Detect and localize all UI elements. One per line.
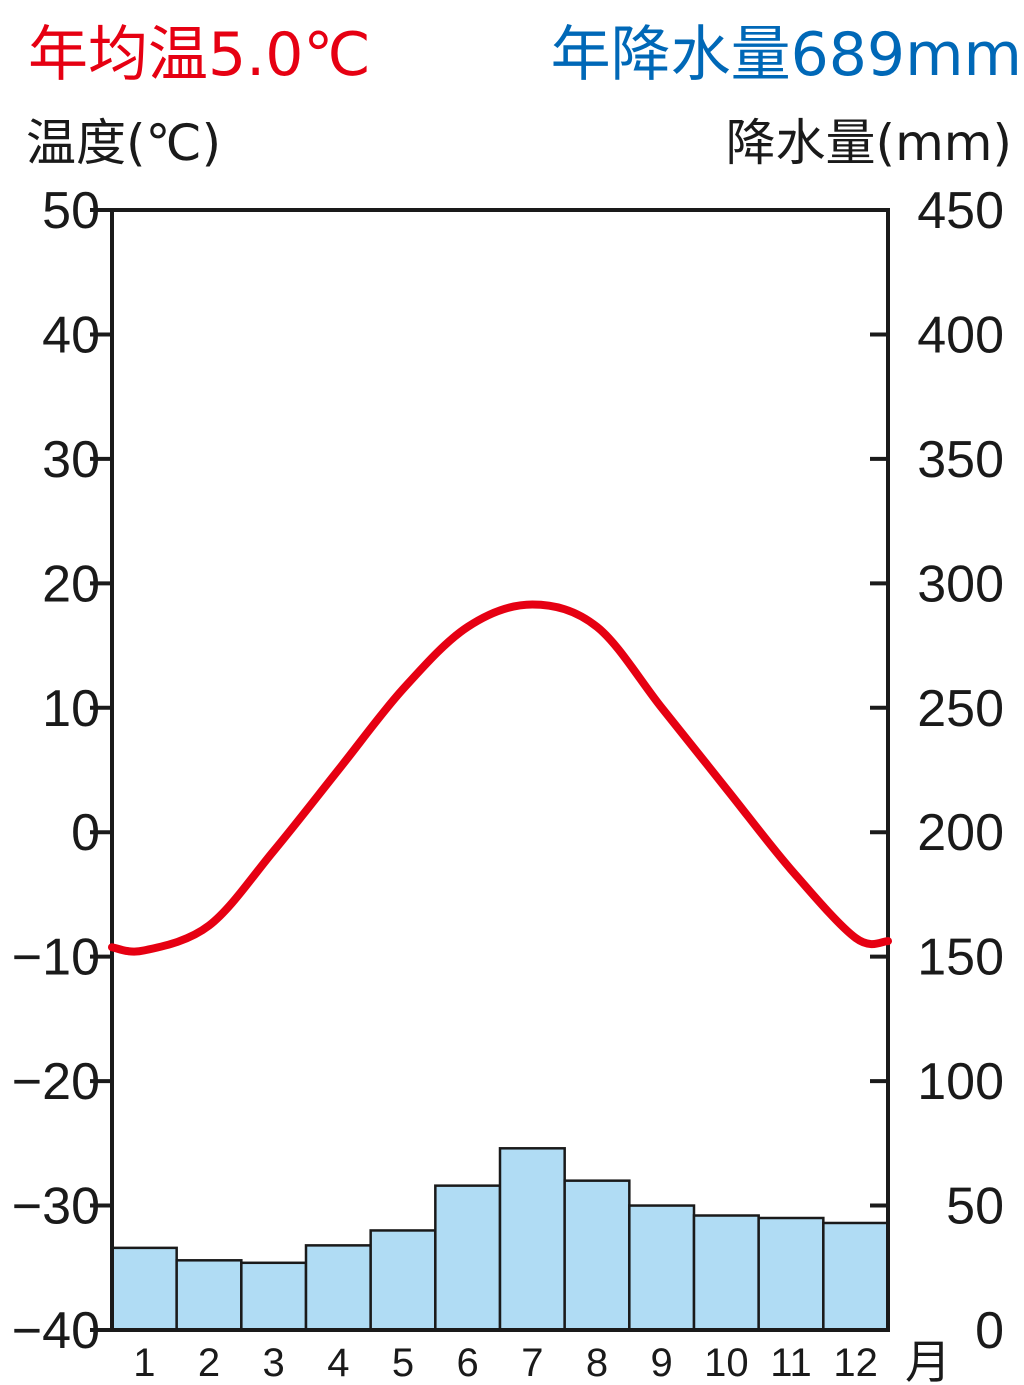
month-unit-label: 月 — [905, 1336, 951, 1385]
precipitation-title: 年降水量689mm — [551, 20, 1022, 90]
month-label-10: 10 — [704, 1341, 749, 1385]
temperature-tick-label: 50 — [42, 182, 100, 240]
precipitation-bar-1 — [110, 1246, 178, 1332]
month-labels: 1 2 3 4 5 6 7 8 9 10 11 12 — [133, 1341, 878, 1385]
precipitation-bar-12 — [822, 1221, 890, 1332]
precipitation-bar-11 — [757, 1216, 825, 1332]
precipitation-tick-label: 150 — [917, 929, 1004, 987]
month-label-12: 12 — [833, 1341, 878, 1385]
precipitation-bar-3 — [240, 1261, 308, 1332]
temperature-line — [108, 600, 892, 956]
precipitation-tick-label: 250 — [917, 680, 1004, 738]
temperature-tick-label: −30 — [12, 1178, 100, 1236]
month-label-2: 2 — [198, 1341, 220, 1385]
precipitation-tick-label: 350 — [917, 431, 1004, 489]
month-label-4: 4 — [327, 1341, 349, 1385]
precipitation-bar-4 — [304, 1244, 372, 1332]
month-label-6: 6 — [457, 1341, 479, 1385]
precipitation-tick-label: 100 — [917, 1053, 1004, 1111]
temperature-tick-label: 40 — [42, 306, 100, 364]
precipitation-bar-6 — [434, 1184, 502, 1332]
temperature-axis-title: 温度(℃) — [26, 114, 221, 172]
month-label-8: 8 — [586, 1341, 608, 1385]
temperature-tick-label: 10 — [42, 680, 100, 738]
temperature-tick-label: −10 — [12, 929, 100, 987]
precipitation-bar-8 — [563, 1179, 631, 1332]
month-label-3: 3 — [263, 1341, 285, 1385]
precipitation-bar-7 — [498, 1147, 566, 1332]
precipitation-tick-labels: 450 400 350 300 250 200 150 100 50 0 — [917, 182, 1004, 1360]
temperature-tick-label: −40 — [12, 1302, 100, 1360]
month-label-11: 11 — [770, 1341, 812, 1385]
precipitation-tick-label: 300 — [917, 555, 1004, 613]
temperature-tick-labels: 50 40 30 20 10 0 −10 −20 −30 −40 — [12, 182, 100, 1360]
temperature-tick-label: 20 — [42, 555, 100, 613]
month-label-9: 9 — [651, 1341, 673, 1385]
precipitation-tick-label: 400 — [917, 306, 1004, 364]
precipitation-bars — [110, 1147, 890, 1332]
temperature-tick-label: 0 — [71, 804, 100, 862]
plot-frame — [110, 208, 890, 1332]
axis-ticks — [90, 208, 888, 1332]
precipitation-tick-label: 0 — [975, 1302, 1004, 1360]
month-label-5: 5 — [392, 1341, 414, 1385]
precipitation-bar-5 — [369, 1229, 437, 1332]
precipitation-bar-2 — [175, 1259, 243, 1332]
precipitation-tick-label: 200 — [917, 804, 1004, 862]
precipitation-tick-label: 50 — [946, 1178, 1004, 1236]
precipitation-tick-label: 450 — [917, 182, 1004, 240]
temperature-tick-label: 30 — [42, 431, 100, 489]
temperature-tick-label: −20 — [12, 1053, 100, 1111]
precipitation-axis-title: 降水量(mm) — [726, 114, 1012, 172]
month-label-1: 1 — [133, 1341, 155, 1385]
precipitation-bar-9 — [628, 1204, 696, 1332]
temperature-title: 年均温5.0℃ — [28, 20, 371, 90]
month-label-7: 7 — [521, 1341, 543, 1385]
precipitation-bar-10 — [692, 1214, 760, 1332]
